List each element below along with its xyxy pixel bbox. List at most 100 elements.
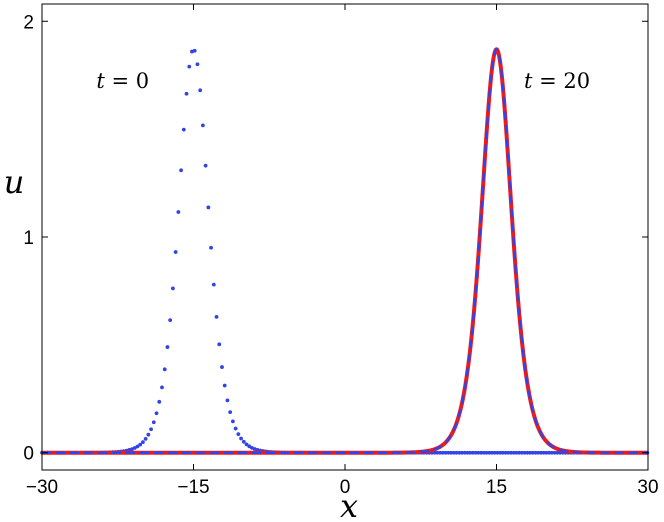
- x-tick-label: 15: [486, 477, 507, 498]
- x-tick-label: −15: [177, 477, 209, 498]
- y-tick-label: 0: [23, 444, 34, 465]
- data-point: [525, 450, 530, 455]
- data-point: [443, 450, 448, 455]
- data-point: [171, 286, 175, 291]
- data-point: [495, 450, 500, 455]
- data-point: [465, 450, 470, 455]
- data-point: [498, 450, 503, 455]
- data-point: [506, 450, 511, 455]
- data-point: [481, 450, 486, 455]
- data-point: [476, 450, 481, 455]
- data-point: [230, 419, 235, 424]
- data-point: [435, 450, 440, 455]
- data-point: [244, 442, 249, 447]
- y-axis-label: u: [4, 163, 25, 201]
- data-point: [192, 48, 197, 53]
- data-point: [555, 450, 560, 455]
- data-point: [473, 450, 478, 455]
- x-tick-label: 0: [340, 477, 351, 498]
- data-point: [195, 62, 200, 67]
- data-point: [503, 450, 508, 455]
- data-point: [146, 432, 151, 437]
- data-point: [206, 205, 211, 210]
- data-point: [530, 450, 535, 455]
- data-point: [514, 450, 519, 455]
- data-point: [151, 420, 156, 425]
- data-point: [233, 426, 238, 431]
- data-point: [547, 450, 552, 455]
- data-point: [222, 383, 227, 388]
- data-point: [487, 450, 492, 455]
- data-point: [550, 450, 554, 455]
- data-point: [432, 450, 437, 455]
- data-point: [173, 250, 178, 254]
- data-point: [533, 450, 538, 455]
- data-point: [470, 450, 475, 455]
- data-point: [552, 450, 557, 455]
- data-point: [449, 450, 453, 455]
- x-axis-label: x: [340, 487, 358, 522]
- data-point: [484, 450, 489, 455]
- data-point: [528, 450, 533, 455]
- data-point: [149, 427, 153, 432]
- time-annotation: t = 0: [96, 69, 149, 93]
- data-point: [440, 450, 445, 455]
- data-point: [517, 450, 522, 455]
- x-tick-label: −30: [26, 477, 58, 498]
- data-point: [209, 245, 213, 250]
- data-point: [176, 210, 181, 214]
- data-point: [179, 168, 183, 173]
- data-point: [160, 385, 164, 390]
- y-tick-label: 1: [23, 228, 34, 249]
- plot-area: [42, 4, 648, 470]
- data-point: [203, 163, 208, 168]
- data-point: [500, 450, 505, 455]
- data-point: [460, 450, 464, 455]
- data-point: [138, 442, 143, 447]
- data-point: [490, 450, 494, 455]
- data-point: [236, 432, 241, 437]
- data-point: [157, 399, 162, 404]
- data-point: [479, 450, 483, 455]
- data-point: [536, 450, 541, 455]
- data-point: [181, 127, 186, 132]
- data-point: [187, 64, 192, 69]
- data-point: [168, 318, 173, 323]
- data-point: [522, 450, 527, 455]
- time-annotation: t = 20: [524, 69, 590, 93]
- data-point: [154, 411, 159, 416]
- series-2-dashed-line: [41, 48, 649, 454]
- data-point: [225, 398, 230, 403]
- data-point: [143, 436, 148, 441]
- data-point: [200, 123, 205, 128]
- data-point: [468, 450, 473, 455]
- data-point: [239, 436, 243, 441]
- data-point: [198, 88, 203, 93]
- data-point: [211, 282, 216, 287]
- data-point: [462, 450, 467, 455]
- data-point: [162, 367, 167, 372]
- data-point: [135, 444, 140, 449]
- data-point: [220, 365, 224, 369]
- data-point: [165, 345, 170, 349]
- data-point: [228, 410, 233, 415]
- data-point: [454, 450, 459, 455]
- data-point: [539, 450, 543, 455]
- data-point: [241, 439, 246, 444]
- data-point: [141, 440, 145, 445]
- data-point: [520, 450, 524, 455]
- data-point: [457, 450, 462, 455]
- y-tick-label: 2: [23, 12, 34, 33]
- x-tick-label: 30: [637, 477, 658, 498]
- data-point: [509, 450, 513, 455]
- data-point: [446, 450, 451, 455]
- data-point: [541, 450, 546, 455]
- data-point: [492, 450, 497, 455]
- data-point: [214, 314, 219, 319]
- data-point: [217, 342, 222, 347]
- data-point: [451, 450, 456, 455]
- data-point: [544, 450, 549, 455]
- data-point: [438, 450, 443, 455]
- data-point: [184, 91, 189, 96]
